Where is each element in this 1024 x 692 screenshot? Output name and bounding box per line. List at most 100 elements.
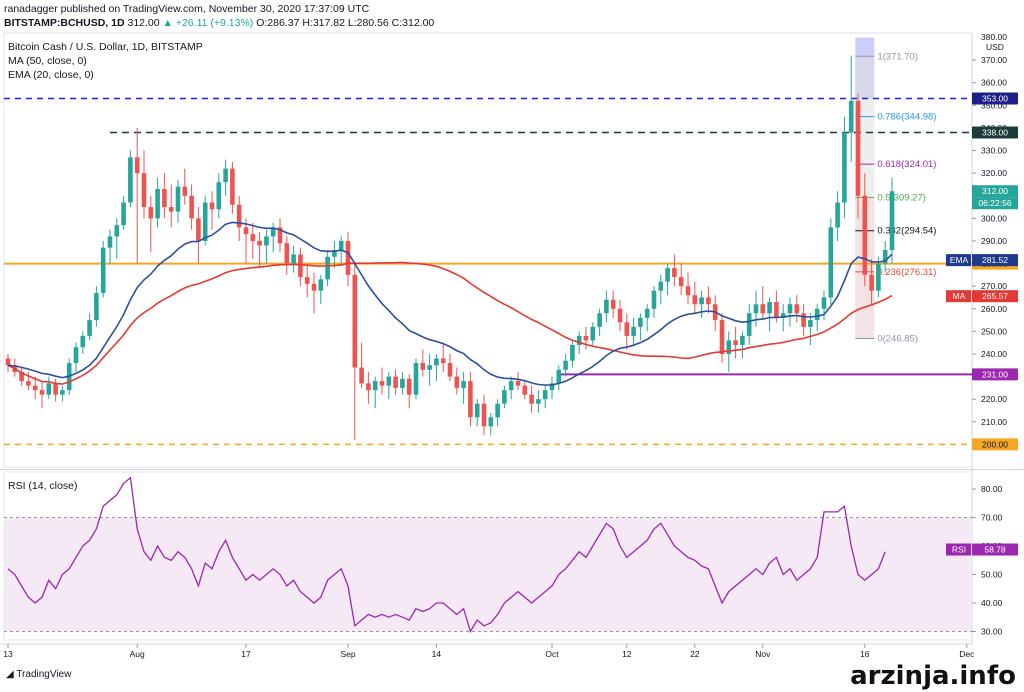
candle-body xyxy=(230,168,235,205)
candle-body xyxy=(277,227,283,244)
candle-body xyxy=(508,381,514,391)
fib-level-label: 0(246.85) xyxy=(877,333,918,344)
candle-body xyxy=(175,186,181,212)
candle-body xyxy=(264,236,269,246)
candle-body xyxy=(862,195,868,275)
candle-body xyxy=(604,299,609,314)
candle-body xyxy=(461,381,466,388)
level-tag: 338.00 xyxy=(972,126,1018,139)
candle-body xyxy=(128,157,133,203)
last-price-tag-bg xyxy=(972,185,1018,198)
tradingview-brand: TradingView xyxy=(16,669,72,680)
ma-legend[interactable]: MA (50, close, 0) xyxy=(8,55,87,67)
rsi-tag-prefix: RSI xyxy=(952,545,966,555)
candle-body xyxy=(583,335,589,341)
price-change: ▲ +26.11 (+9.13%) xyxy=(162,17,254,29)
candle-body xyxy=(801,313,806,327)
candle-body xyxy=(434,358,439,366)
candle-body xyxy=(298,254,303,278)
level-tag: 231.00 xyxy=(972,368,1018,381)
candle-body xyxy=(522,385,528,395)
candle-body xyxy=(828,227,834,298)
candle-body xyxy=(236,204,242,228)
ema-legend[interactable]: EMA (20, close, 0) xyxy=(8,69,94,81)
symbol-name[interactable]: BITSTAMP:BCHUSD, 1D xyxy=(4,17,125,29)
candle-body xyxy=(876,263,881,291)
candle-body xyxy=(270,227,276,237)
candle-body xyxy=(359,367,364,384)
candle-body xyxy=(427,365,432,370)
candle-body xyxy=(80,335,86,348)
time-axis-label: 17 xyxy=(241,649,251,659)
price-axis-label: 370.00 xyxy=(981,55,1007,65)
candle-body xyxy=(542,390,548,400)
ema-tag-prefix-bg xyxy=(946,254,971,267)
fib-level-label: 0.236(276.31) xyxy=(877,267,936,278)
candle-body xyxy=(26,381,31,386)
rsi-tag-label: 58.78 xyxy=(984,545,1006,555)
last-price-tag: 312.00 xyxy=(972,185,1018,198)
time-axis-label: Dec xyxy=(959,649,975,659)
candle-body xyxy=(529,394,534,404)
candle-body xyxy=(32,385,38,391)
footer: ◢ TradingView arzinja.info xyxy=(0,661,1024,691)
publish-header: ranadagger published on TradingView.com,… xyxy=(0,0,1024,32)
candle-body xyxy=(148,207,154,219)
candle-body xyxy=(332,250,337,257)
candle-body xyxy=(590,326,596,341)
candle-body xyxy=(372,381,378,391)
candle-body xyxy=(209,202,215,210)
candle-body xyxy=(740,335,745,345)
candle-body xyxy=(774,301,779,318)
candle-body xyxy=(515,381,521,386)
candle-body xyxy=(767,301,772,314)
price-pane xyxy=(3,32,973,468)
publish-info: ranadagger published on TradingView.com,… xyxy=(4,3,370,15)
level-tag: 200.00 xyxy=(972,438,1018,451)
candle-body xyxy=(46,383,52,395)
candle-body xyxy=(719,320,725,354)
time-axis-label: Oct xyxy=(545,649,559,659)
rsi-tag: RSI 58.78 xyxy=(946,543,1018,556)
candle-body xyxy=(481,403,487,427)
ema-tag-label: 281.52 xyxy=(982,255,1008,265)
candle-body xyxy=(243,227,249,235)
candle-body xyxy=(454,376,460,388)
rsi-tag-prefix-bg xyxy=(946,543,971,556)
price-axis-label: 270.00 xyxy=(981,281,1007,291)
candle-body xyxy=(107,236,113,248)
fib-level-label: 1(371.70) xyxy=(877,51,918,62)
candle-body xyxy=(617,308,623,323)
rsi-axis-label: 70.00 xyxy=(981,513,1003,523)
countdown-tag-label: 06:22:56 xyxy=(978,198,1011,208)
candle-body xyxy=(746,313,752,336)
price-axis-label: 300.00 xyxy=(981,213,1007,223)
candles xyxy=(5,55,895,440)
candle-body xyxy=(631,326,636,336)
candle-body xyxy=(536,399,541,404)
price-axis-label: 320.00 xyxy=(981,168,1007,178)
candle-body xyxy=(100,247,106,293)
candle-body xyxy=(882,250,888,264)
last-price-tag-label: 312.00 xyxy=(982,186,1008,196)
candle-body xyxy=(787,304,793,314)
rsi-legend[interactable]: RSI (14, close) xyxy=(8,480,78,492)
candle-body xyxy=(386,376,392,386)
rsi-axis-label: 50.00 xyxy=(981,570,1003,580)
candle-body xyxy=(141,173,147,208)
candle-body xyxy=(318,279,324,291)
candle-body xyxy=(753,304,759,314)
ema-tag-prefix: EMA xyxy=(950,255,969,265)
symbol-line: BITSTAMP:BCHUSD, 1D 312.00 ▲ +26.11 (+9.… xyxy=(4,17,434,29)
time-axis-label: 16 xyxy=(860,649,870,659)
price-axis-label: 290.00 xyxy=(981,236,1007,246)
candle-body xyxy=(706,297,711,305)
ma50-line xyxy=(7,261,893,385)
tradingview-logo[interactable]: ◢ TradingView xyxy=(6,669,71,680)
chart-title: Bitcoin Cash / U.S. Dollar, 1D, BITSTAMP xyxy=(8,41,203,53)
candle-body xyxy=(474,403,480,418)
price-axis-label: 260.00 xyxy=(981,304,1007,314)
rsi-axis-label: 80.00 xyxy=(981,484,1003,494)
